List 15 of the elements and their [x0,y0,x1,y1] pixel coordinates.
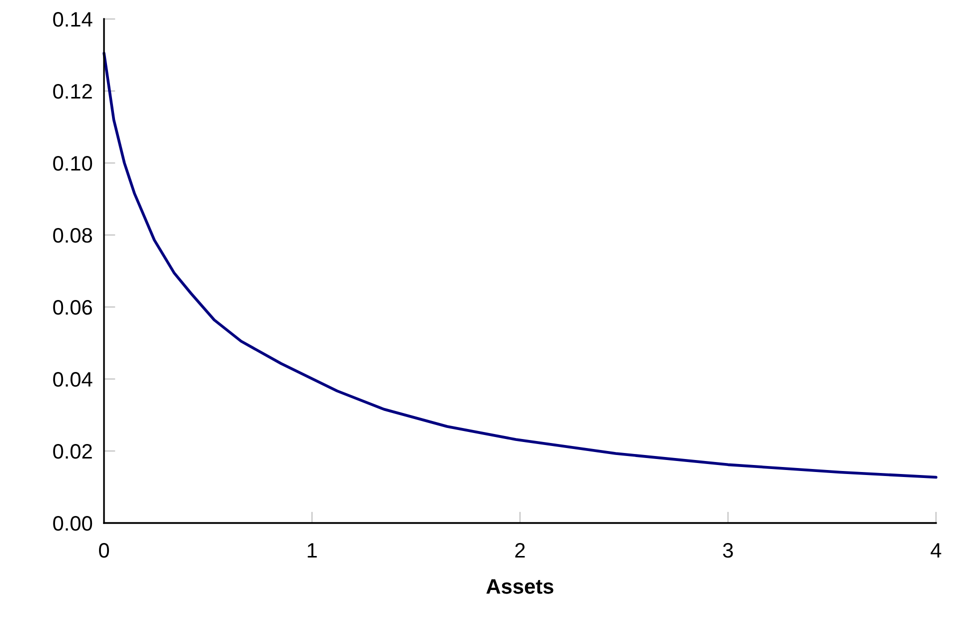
y-tick-label: 0.00 [53,516,92,531]
line-series [102,52,938,479]
y-tick-label: 0.08 [53,228,92,243]
x-axis-title: Assets [486,579,554,594]
x-tick-label: 0 [99,542,109,558]
y-tick-label: 0.02 [53,444,92,459]
x-tick-label: 4 [930,543,942,558]
x-tick-label: 1 [308,543,317,558]
x-tick-label: 3 [723,542,733,558]
y-tick-label: 0.12 [53,84,92,99]
y-tick-label: 0.04 [53,372,92,387]
y-tick-label: 0.06 [53,300,92,315]
y-tick-label: 0.14 [53,12,92,27]
y-tick-label: 0.10 [53,156,92,171]
x-tick-label: 2 [515,542,525,558]
